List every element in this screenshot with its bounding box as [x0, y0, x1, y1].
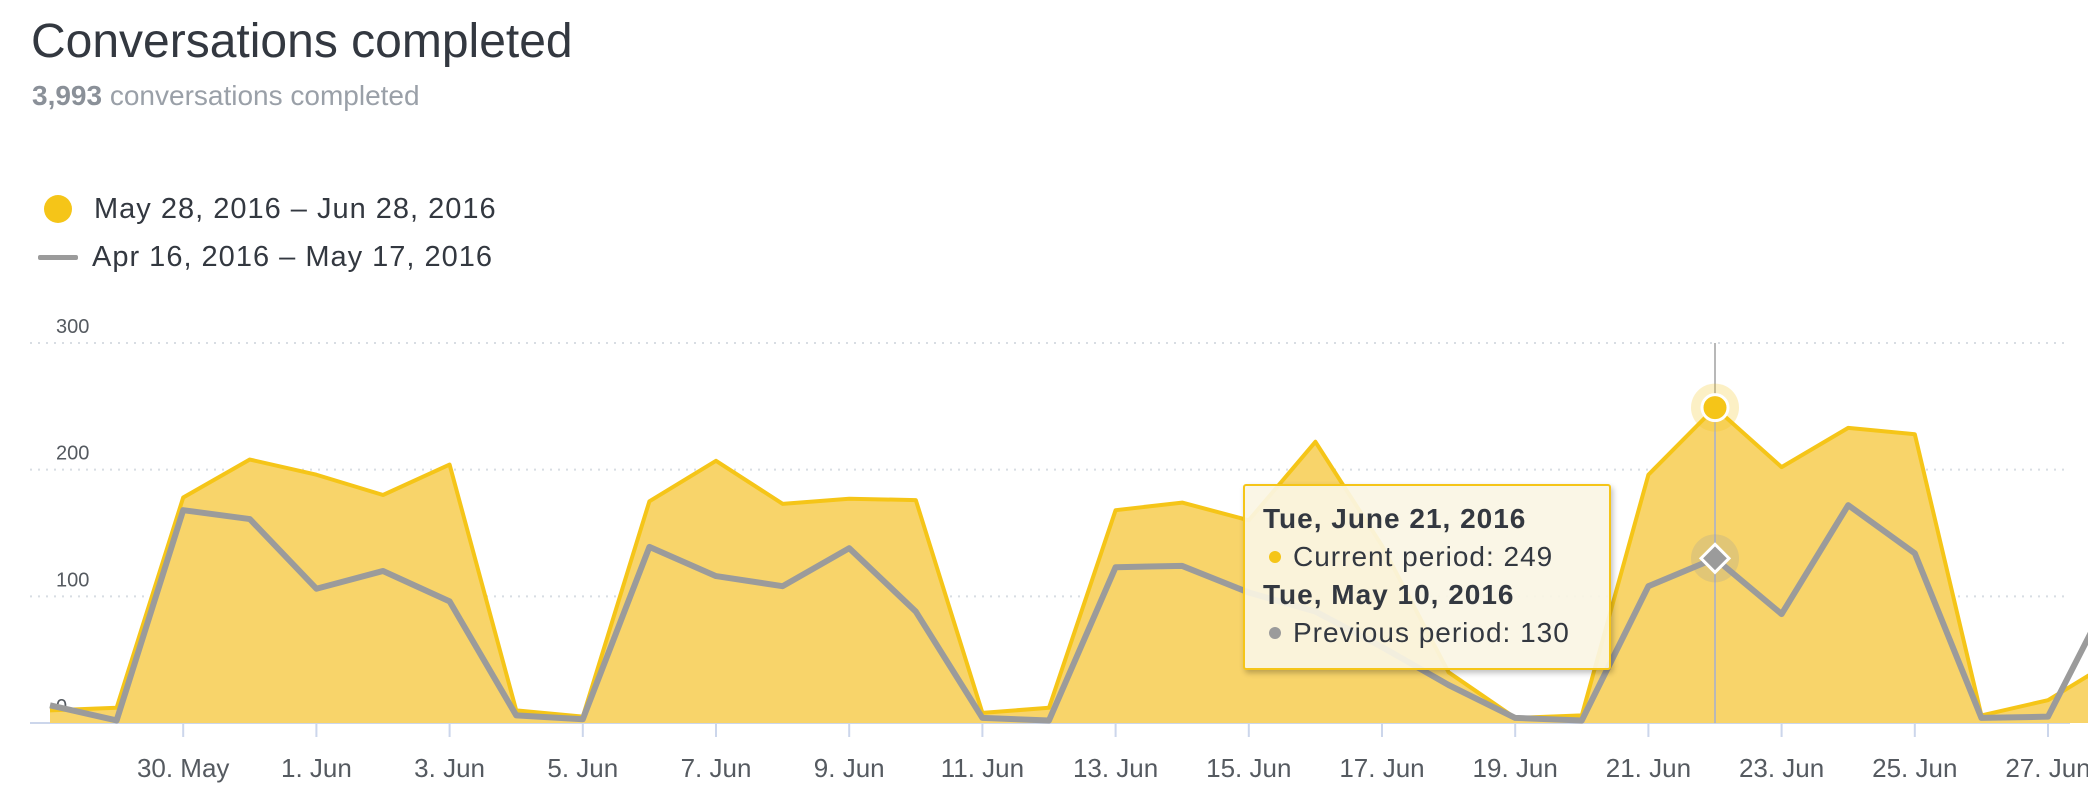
x-tick-label: 19. Jun	[1473, 753, 1558, 783]
x-tick-label: 23. Jun	[1739, 753, 1824, 783]
tooltip-previous-marker	[1269, 627, 1281, 639]
x-tick-label: 3. Jun	[414, 753, 485, 783]
y-tick-label-200: 200	[56, 443, 89, 465]
subtitle-text: conversations completed	[102, 80, 420, 111]
chart-legend: May 28, 2016 – Jun 28, 2016 Apr 16, 2016…	[38, 185, 497, 281]
x-tick-label: 15. Jun	[1206, 753, 1291, 783]
tooltip-current-row: Current period: 249	[1263, 538, 1591, 576]
chart-subtitle: 3,993 conversations completed	[32, 80, 420, 112]
x-tick-label: 5. Jun	[547, 753, 618, 783]
x-tick-label: 17. Jun	[1339, 753, 1424, 783]
current-point-marker	[1700, 393, 1730, 423]
legend-previous-label: Apr 16, 2016 – May 17, 2016	[92, 240, 494, 273]
tooltip-previous-text: Previous period: 130	[1293, 617, 1570, 648]
current-series-area	[50, 407, 2088, 723]
x-tick-label: 30. May	[137, 753, 230, 783]
x-tick-label: 21. Jun	[1606, 753, 1691, 783]
y-tick-label-100: 100	[56, 569, 89, 591]
legend-item-previous[interactable]: Apr 16, 2016 – May 17, 2016	[38, 233, 497, 281]
tooltip-previous-row: Previous period: 130	[1263, 614, 1591, 652]
tooltip-previous-date: Tue, May 10, 2016	[1263, 579, 1515, 610]
subtitle-count: 3,993	[32, 80, 103, 111]
tooltip-current-text: Current period: 249	[1293, 541, 1554, 572]
x-tick-label: 25. Jun	[1872, 753, 1957, 783]
chart-tooltip: Tue, June 21, 2016 Current period: 249 T…	[1243, 484, 1611, 670]
x-tick-label: 9. Jun	[814, 753, 885, 783]
x-tick-label: 11. Jun	[941, 753, 1024, 783]
legend-item-current[interactable]: May 28, 2016 – Jun 28, 2016	[38, 185, 497, 233]
current-series-line	[49, 405, 2088, 720]
x-tick-label: 1. Jun	[281, 753, 352, 783]
previous-series-line	[49, 502, 2088, 724]
y-tick-label-300: 300	[56, 316, 89, 338]
legend-current-label: May 28, 2016 – Jun 28, 2016	[94, 192, 497, 225]
legend-previous-marker	[38, 254, 78, 260]
previous-point-marker	[1698, 542, 1732, 575]
x-tick-label: 13. Jun	[1073, 753, 1158, 783]
chart-title: Conversations completed	[31, 15, 573, 68]
x-tick-label: 27. Jun	[2005, 753, 2088, 783]
x-tick-label: 7. Jun	[681, 753, 752, 783]
tooltip-current-marker	[1269, 551, 1281, 563]
legend-current-marker	[44, 195, 72, 223]
tooltip-current-date: Tue, June 21, 2016	[1263, 503, 1527, 534]
